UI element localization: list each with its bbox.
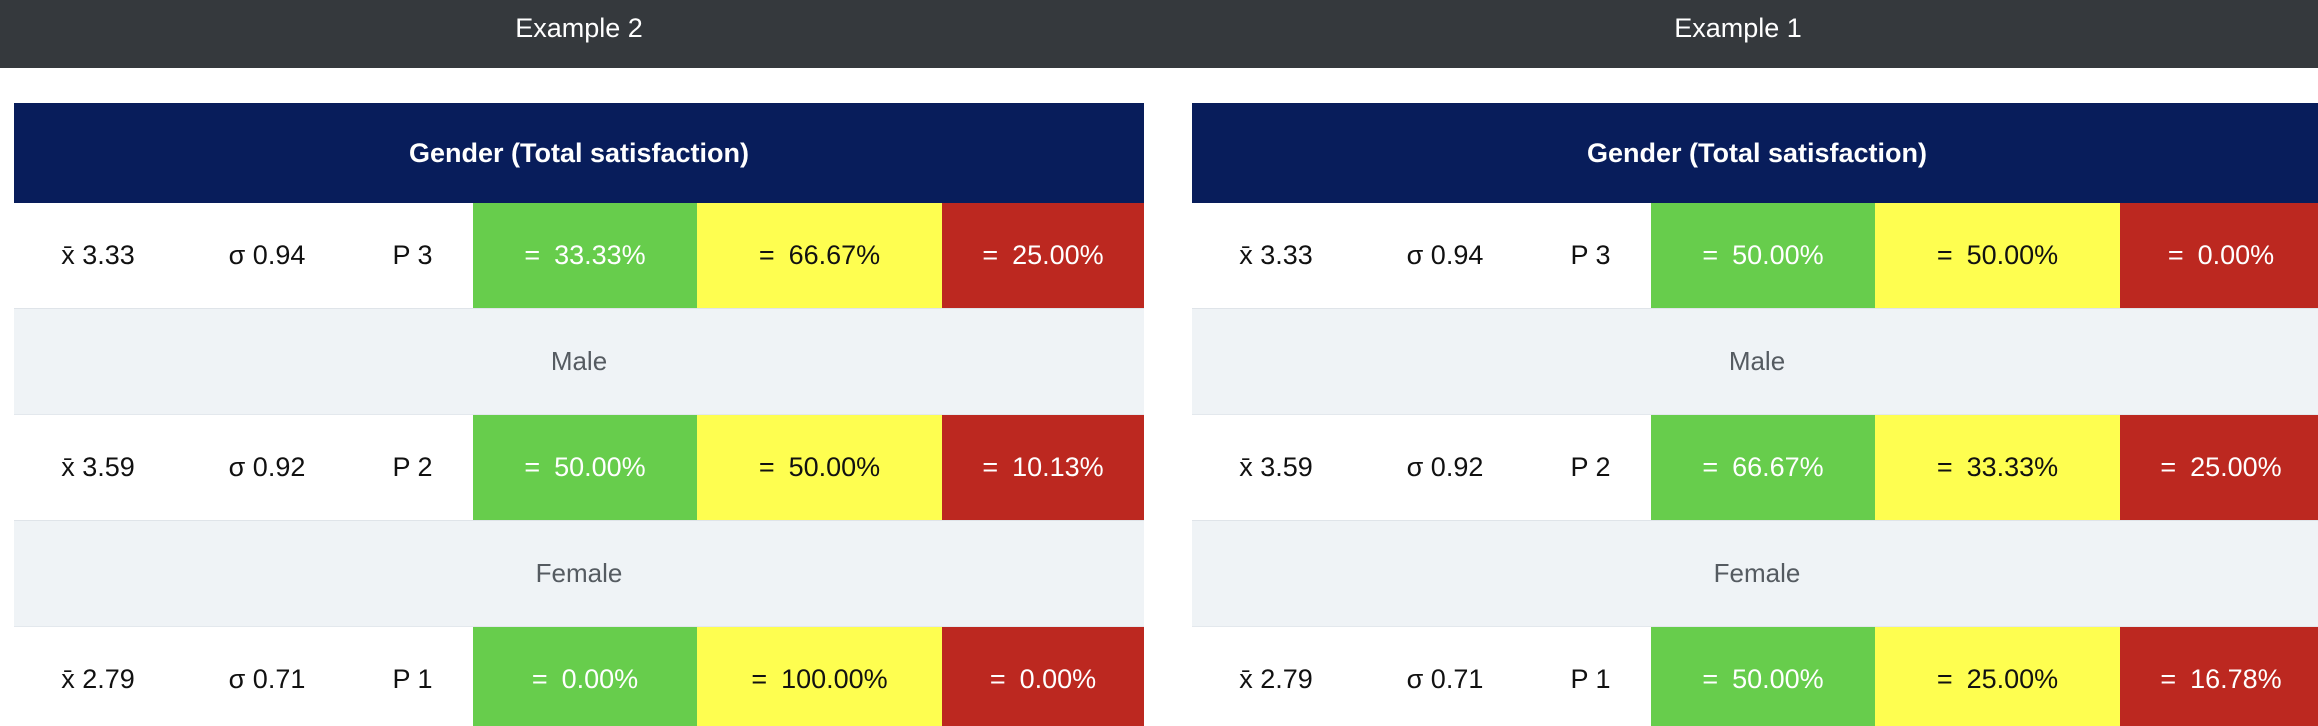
red-percentage: = 25.00% (942, 203, 1144, 308)
green-value: 33.33% (554, 240, 646, 270)
mean-value: x̄ 3.59 (61, 452, 135, 482)
green-value: 0.00% (561, 664, 639, 694)
green-percentage: = 0.00% (473, 627, 697, 726)
mean-value: x̄ 3.33 (61, 240, 135, 270)
mean-value: x̄ 2.79 (1239, 664, 1313, 694)
equals-sign: = (1702, 664, 1719, 694)
p-value: P 2 (392, 452, 433, 482)
total-stats-row: x̄ 3.33 σ 0.94 P 3 = 33.33% = 66.67% = 25.0… (14, 203, 1144, 309)
top-bar: Example 2 Example 1 (0, 0, 2318, 68)
sd-value: σ 0.94 (228, 240, 306, 270)
equals-sign: = (982, 240, 999, 270)
red-value: 0.00% (1019, 664, 1097, 694)
example-2-title: Example 2 (515, 13, 643, 43)
yellow-percentage: = 66.67% (697, 203, 942, 308)
yellow-value: 50.00% (1966, 240, 2059, 270)
female-stats-row: x̄ 2.79 σ 0.71 P 1 = 50.00% = 25.00% = 16.7… (1192, 627, 2318, 726)
female-stats-row: x̄ 2.79 σ 0.71 P 1 = 0.00% = 100.00% = 0.00… (14, 627, 1144, 726)
sd-value: σ 0.94 (1406, 240, 1484, 270)
male-stats-row: x̄ 3.59 σ 0.92 P 2 = 50.00% = 50.00% = 10.1… (14, 415, 1144, 521)
example-1-panel: Gender (Total satisfaction) x̄ 3.33 σ 0.… (1192, 103, 2318, 726)
green-value: 66.67% (1732, 452, 1824, 482)
sd-value: σ 0.71 (1406, 664, 1484, 694)
yellow-value: 66.67% (788, 240, 881, 270)
red-percentage: = 16.78% (2120, 627, 2318, 726)
equals-sign: = (1936, 240, 1953, 270)
yellow-percentage: = 100.00% (697, 627, 942, 726)
red-percentage: = 10.13% (942, 415, 1144, 520)
green-percentage: = 66.67% (1651, 415, 1875, 520)
p-value: P 2 (1570, 452, 1611, 482)
yellow-value: 50.00% (788, 452, 881, 482)
mean-value: x̄ 3.33 (1239, 240, 1313, 270)
red-percentage: = 0.00% (942, 627, 1144, 726)
red-value: 25.00% (1012, 240, 1104, 270)
p-value: P 3 (392, 240, 433, 270)
panel-header: Gender (Total satisfaction) (1192, 103, 2318, 203)
yellow-percentage: = 33.33% (1875, 415, 2120, 520)
equals-sign: = (989, 664, 1006, 694)
yellow-percentage: = 25.00% (1875, 627, 2120, 726)
sd-value: σ 0.92 (1406, 452, 1484, 482)
equals-sign: = (1936, 452, 1953, 482)
equals-sign: = (2167, 240, 2184, 270)
example-2-panel: Gender (Total satisfaction) x̄ 3.33 σ 0.… (14, 103, 1144, 726)
equals-sign: = (524, 452, 541, 482)
panel-header: Gender (Total satisfaction) (14, 103, 1144, 203)
equals-sign: = (751, 664, 768, 694)
total-stats-row: x̄ 3.33 σ 0.94 P 3 = 50.00% = 50.00% = 0.00… (1192, 203, 2318, 309)
mean-value: x̄ 3.59 (1239, 452, 1313, 482)
red-value: 10.13% (1012, 452, 1104, 482)
green-percentage: = 50.00% (1651, 627, 1875, 726)
sd-value: σ 0.71 (228, 664, 306, 694)
red-percentage: = 0.00% (2120, 203, 2318, 308)
example-1-title: Example 1 (1674, 13, 1802, 43)
green-value: 50.00% (1732, 664, 1824, 694)
group-label-female: Female (14, 521, 1144, 627)
p-value: P 3 (1570, 240, 1611, 270)
equals-sign: = (531, 664, 548, 694)
red-value: 16.78% (2190, 664, 2282, 694)
sd-value: σ 0.92 (228, 452, 306, 482)
yellow-value: 33.33% (1966, 452, 2059, 482)
green-value: 50.00% (1732, 240, 1824, 270)
equals-sign: = (758, 452, 775, 482)
equals-sign: = (982, 452, 999, 482)
p-value: P 1 (1570, 664, 1611, 694)
yellow-percentage: = 50.00% (697, 415, 942, 520)
green-percentage: = 50.00% (1651, 203, 1875, 308)
red-value: 25.00% (2190, 452, 2282, 482)
equals-sign: = (2160, 452, 2177, 482)
green-percentage: = 33.33% (473, 203, 697, 308)
equals-sign: = (1936, 664, 1953, 694)
equals-sign: = (524, 240, 541, 270)
equals-sign: = (2160, 664, 2177, 694)
male-stats-row: x̄ 3.59 σ 0.92 P 2 = 66.67% = 33.33% = 25.0… (1192, 415, 2318, 521)
yellow-percentage: = 50.00% (1875, 203, 2120, 308)
mean-value: x̄ 2.79 (61, 664, 135, 694)
green-value: 50.00% (554, 452, 646, 482)
yellow-value: 100.00% (781, 664, 888, 694)
yellow-value: 25.00% (1966, 664, 2059, 694)
equals-sign: = (1702, 240, 1719, 270)
equals-sign: = (1702, 452, 1719, 482)
group-label-female: Female (1192, 521, 2318, 627)
red-percentage: = 25.00% (2120, 415, 2318, 520)
equals-sign: = (758, 240, 775, 270)
green-percentage: = 50.00% (473, 415, 697, 520)
group-label-male: Male (14, 309, 1144, 415)
group-label-male: Male (1192, 309, 2318, 415)
red-value: 0.00% (2197, 240, 2275, 270)
p-value: P 1 (392, 664, 433, 694)
